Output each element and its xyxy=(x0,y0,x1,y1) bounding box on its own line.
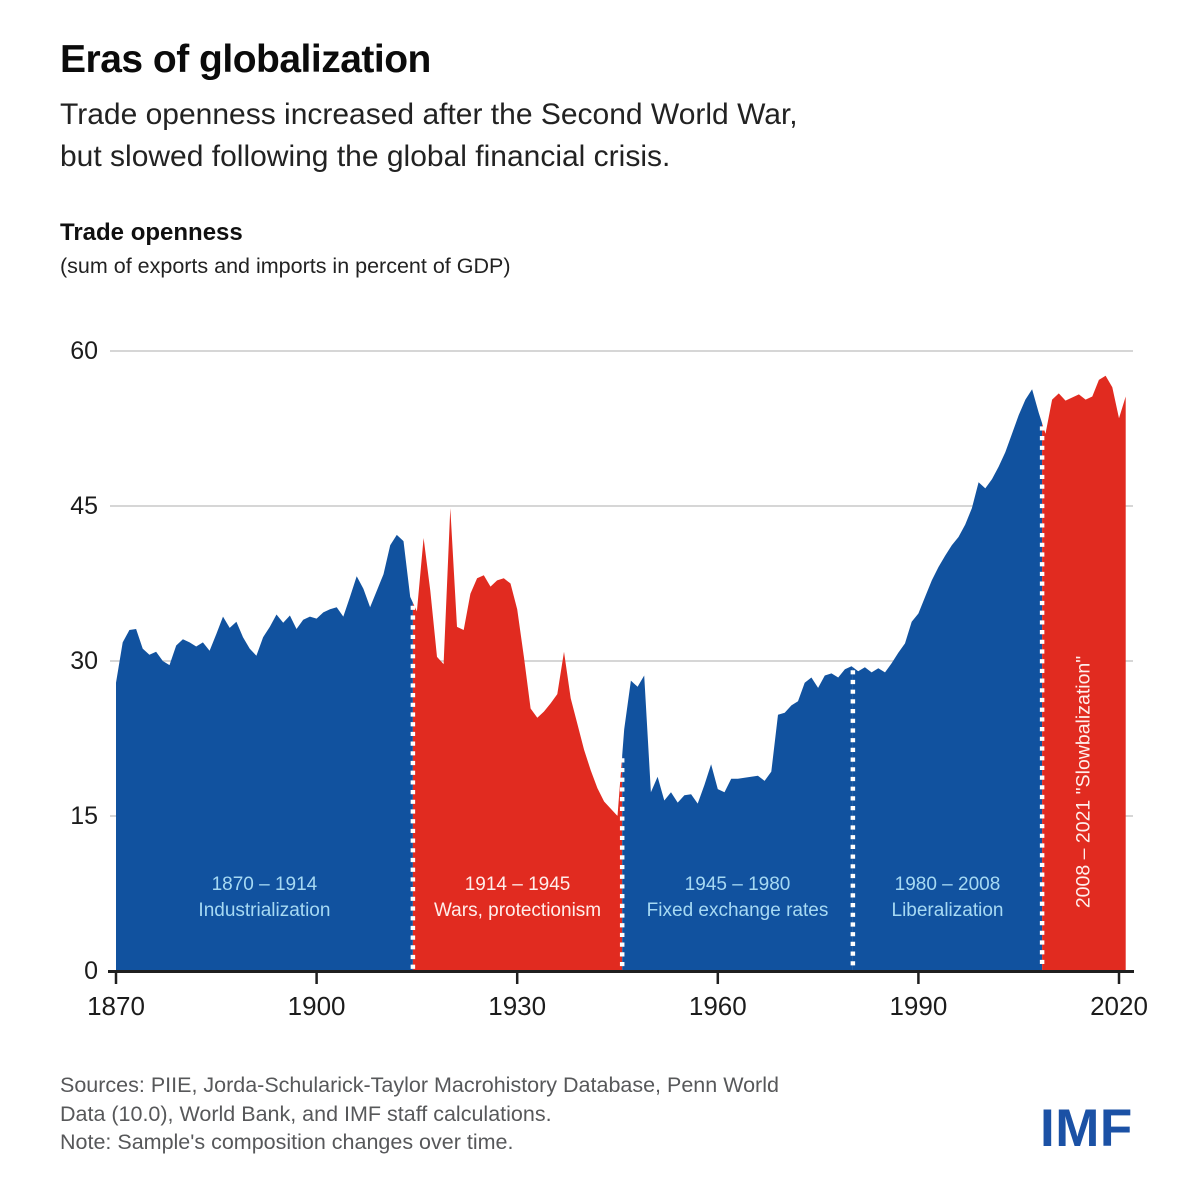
era-name: Liberalization xyxy=(891,900,1004,921)
x-axis-label-2020: 2020 xyxy=(1090,991,1148,1021)
y-axis-label-15: 15 xyxy=(70,802,98,830)
era-label-slowbalization: 2008 – 2021 "Slowbalization" xyxy=(1072,655,1095,909)
x-axis-label-1990: 1990 xyxy=(889,991,948,1021)
era-years: 1870 – 1914 xyxy=(211,874,318,895)
era-years: 1914 – 1945 xyxy=(464,874,571,895)
sources-line2: Data (10.0), World Bank, and IMF staff c… xyxy=(60,1101,552,1126)
sources-line1: Sources: PIIE, Jorda-Schularick-Taylor M… xyxy=(60,1073,779,1097)
era-area-liberalization xyxy=(852,389,1043,971)
x-axis-label-1930: 1930 xyxy=(488,991,547,1021)
era-label-fixed-exchange-rates: 1945 – 1980 Fixed exchange rates xyxy=(647,872,829,924)
sources-note: Sources: PIIE, Jorda-Schularick-Taylor M… xyxy=(60,1071,779,1157)
chart-units-label: (sum of exports and imports in percent o… xyxy=(60,254,511,278)
era-area-industrialization xyxy=(116,534,413,971)
era-area-fixed-exchange-rates xyxy=(622,666,853,971)
era-years: 1980 – 2008 xyxy=(894,874,1001,895)
era-label-wars-protectionism: 1914 – 1945 Wars, protectionism xyxy=(434,872,601,924)
page-subtitle: Trade openness increased after the Secon… xyxy=(60,94,798,178)
era-name: Wars, protectionism xyxy=(433,900,602,921)
era-area-slowbalization xyxy=(1042,375,1126,971)
y-axis-label-60: 60 xyxy=(70,337,98,365)
page-subtitle-line2: but slowed following the global financia… xyxy=(60,140,671,173)
x-axis-label-1960: 1960 xyxy=(688,991,747,1021)
era-label-liberalization: 1980 – 2008 Liberalization xyxy=(892,872,1004,924)
page-title: Eras of globalization xyxy=(60,38,431,81)
y-axis-label-0: 0 xyxy=(84,957,98,985)
era-area-wars-protectionism xyxy=(412,508,623,971)
page-subtitle-line1: Trade openness increased after the Secon… xyxy=(60,98,798,131)
x-axis-label-1900: 1900 xyxy=(287,991,346,1021)
era-name: Industrialization xyxy=(198,900,331,921)
era-name: Fixed exchange rates xyxy=(646,900,829,921)
imf-logo: IMF xyxy=(1040,1099,1133,1158)
era-label-industrialization: 1870 – 1914 Industrialization xyxy=(198,872,330,924)
chart-title: Trade openness xyxy=(60,219,243,246)
y-axis-label-30: 30 xyxy=(70,647,98,675)
note-line: Note: Sample's composition changes over … xyxy=(60,1130,514,1154)
x-axis-label-1870: 1870 xyxy=(87,991,145,1021)
y-axis-label-45: 45 xyxy=(70,492,98,520)
era-years: 1945 – 1980 xyxy=(684,874,791,895)
